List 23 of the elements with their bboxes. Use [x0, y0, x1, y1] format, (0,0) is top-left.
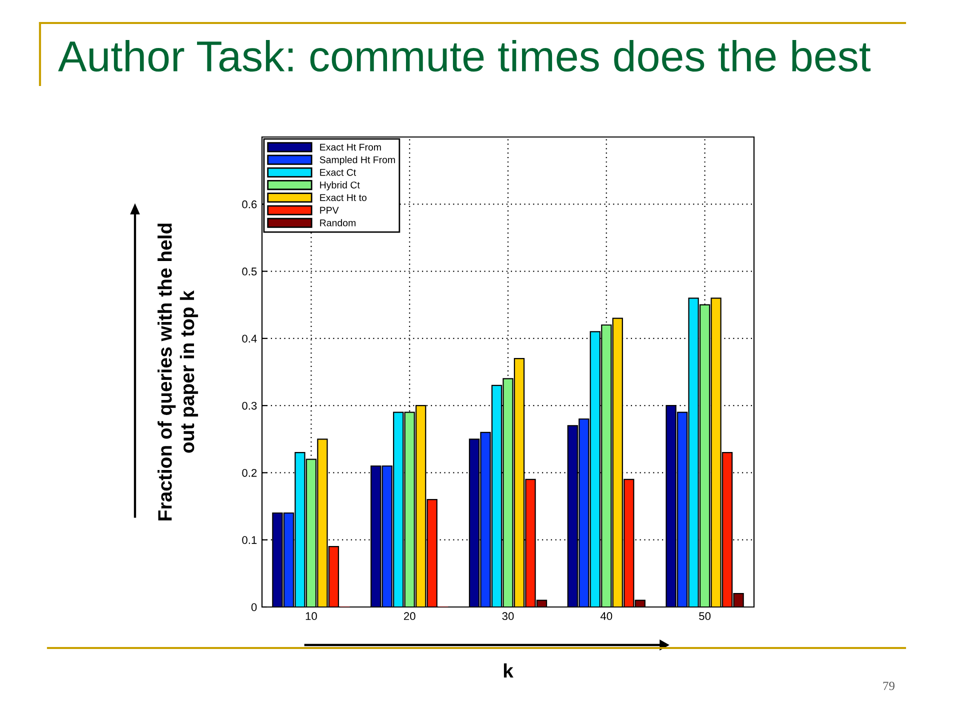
- x-tick-label: 20: [404, 612, 416, 620]
- y-tick-label: 0.6: [242, 200, 257, 208]
- y-tick-label: 0.3: [242, 402, 257, 410]
- y-axis-title: Fraction of queries with the held out paper in top k: [158, 224, 198, 520]
- text: 79: [883, 682, 894, 690]
- y-tick-label: 0.4: [242, 334, 257, 343]
- x-tick-label: 50: [699, 612, 711, 620]
- x-axis-title: k: [504, 663, 514, 678]
- y-tick-label: 0.2: [242, 468, 257, 477]
- x-tick-label: 30: [502, 612, 514, 620]
- legend-label: Sampled Ht From: [320, 156, 395, 166]
- legend-label: Exact Ct: [320, 168, 356, 176]
- y-tick-label: 0.5: [242, 268, 257, 276]
- y-tick-label: 0.1: [242, 536, 257, 544]
- y-tick-label: 0: [251, 603, 257, 612]
- x-tick-label: 10: [306, 612, 317, 620]
- legend-label: Hybrid Ct: [320, 181, 360, 190]
- x-tick-label: 40: [600, 612, 612, 620]
- legend-label: Random: [320, 219, 356, 226]
- legend-label: PPV: [320, 206, 339, 214]
- legend-label: Exact Ht From: [320, 144, 381, 151]
- legend-label: Exact Ht to: [320, 194, 366, 202]
- chart-title: Author Task: commute times does the best: [58, 40, 871, 72]
